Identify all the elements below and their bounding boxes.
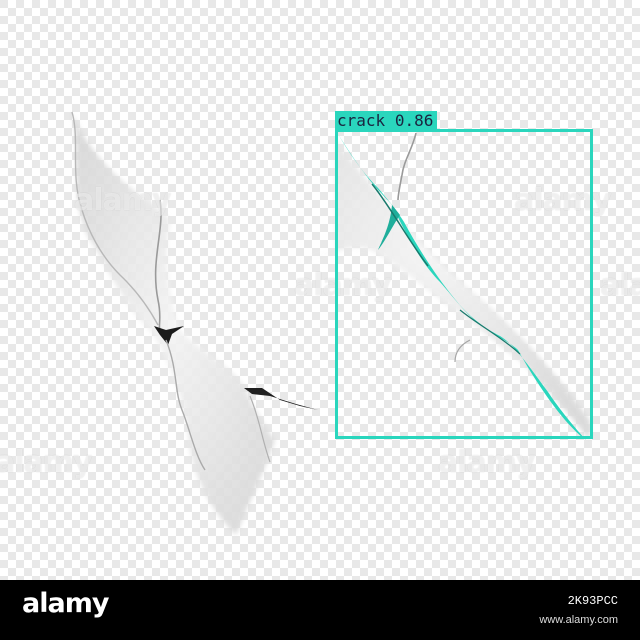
- detection-bounding-box: [335, 129, 593, 439]
- watermark-text: alamy: [438, 445, 536, 480]
- right-crack: [300, 132, 590, 440]
- cracked-surface-photo: [0, 0, 640, 580]
- watermark-text: alamy: [294, 268, 392, 303]
- alamy-logo: alamy: [22, 588, 109, 619]
- left-crack: [71, 111, 318, 535]
- stock-footer-bar: [0, 580, 640, 640]
- watermark-text: alamy: [74, 183, 172, 218]
- image-id: 2K93PCC: [567, 594, 618, 608]
- detection-class: crack: [337, 111, 386, 130]
- watermark-text: alamy: [514, 183, 612, 218]
- watermark-text: alamy: [600, 268, 640, 303]
- site-url: www.alamy.com: [539, 614, 618, 626]
- detection-label: crack 0.86: [335, 111, 438, 131]
- watermark-text: alamy: [0, 445, 93, 480]
- transparency-checker-background: [0, 0, 640, 580]
- detection-confidence: 0.86: [394, 111, 434, 130]
